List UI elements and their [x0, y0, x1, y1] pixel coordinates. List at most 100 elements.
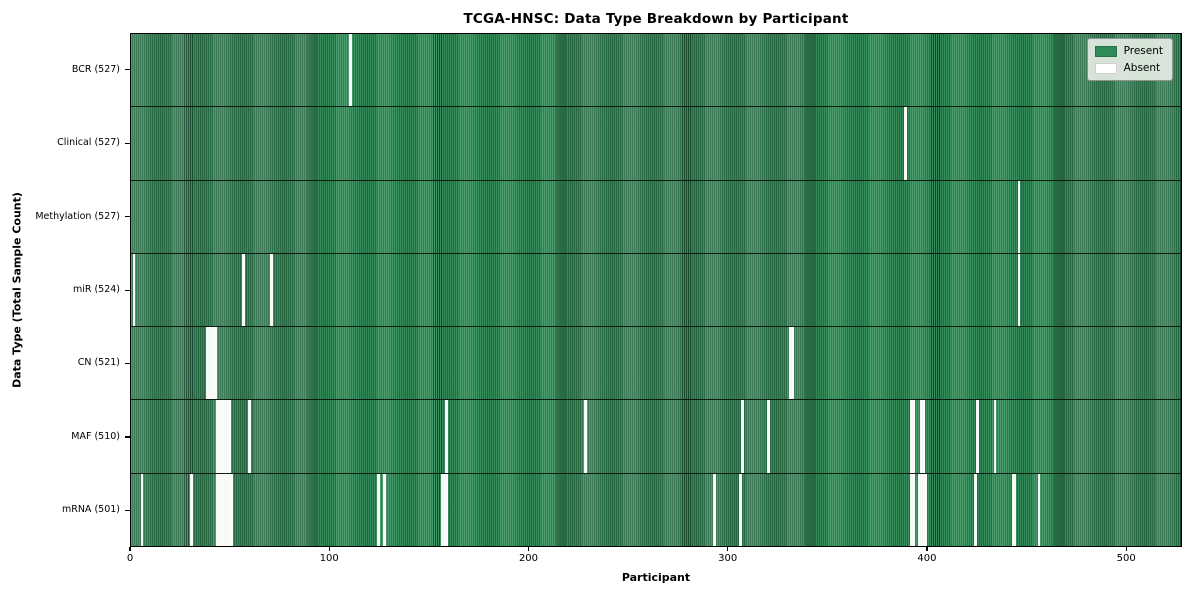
- y-tick-label-MAF: MAF (510): [71, 430, 120, 442]
- absent-marker: [993, 400, 997, 473]
- y-tick-mark: [125, 436, 130, 438]
- absent-marker: [212, 327, 215, 400]
- y-tick-mark: [125, 289, 130, 291]
- x-tick-mark: [1125, 547, 1127, 551]
- absent-marker: [920, 400, 923, 473]
- y-tick-label-CN: CN (521): [77, 357, 120, 369]
- absent-marker: [214, 327, 217, 400]
- absent-marker: [975, 400, 979, 473]
- heatmap-row-mRNA: [131, 472, 1181, 546]
- heatmap-row-miR: [131, 252, 1181, 327]
- heatmap-row-BCR: [131, 34, 1181, 107]
- absent-marker: [922, 400, 925, 473]
- y-tick-label-Methylation: Methylation (527): [35, 210, 120, 222]
- absent-marker: [224, 473, 227, 546]
- absent-marker: [222, 400, 225, 473]
- heatmap-rows: [131, 34, 1181, 546]
- absent-marker: [1013, 473, 1017, 546]
- heatmap-row-Clinical: [131, 106, 1181, 180]
- y-tick-label-mRNA: mRNA (501): [61, 504, 120, 516]
- absent-marker: [973, 473, 977, 546]
- absent-marker: [140, 473, 144, 546]
- absent-marker: [922, 473, 925, 546]
- absent-marker: [910, 400, 913, 473]
- absent-marker: [222, 473, 225, 546]
- absent-marker: [218, 400, 221, 473]
- y-tick-label-miR: miR (524): [72, 284, 120, 295]
- absent-marker: [444, 400, 448, 473]
- absent-marker: [210, 327, 213, 400]
- heatmap-row-Methylation: [131, 179, 1181, 253]
- absent-marker: [349, 34, 353, 107]
- absent-marker: [767, 400, 770, 473]
- absent-marker: [226, 473, 229, 546]
- absent-marker: [1017, 253, 1021, 327]
- chart-title: TCGA-HNSC: Data Type Breakdown by Partic…: [463, 11, 849, 27]
- absent-marker: [910, 473, 913, 546]
- absent-marker: [442, 473, 446, 546]
- absent-marker: [790, 327, 794, 400]
- absent-marker: [269, 253, 273, 327]
- absent-marker: [584, 400, 587, 473]
- absent-marker: [924, 473, 927, 546]
- x-tick-mark: [926, 547, 928, 551]
- y-tick-mark: [125, 362, 130, 365]
- absent-marker: [206, 327, 209, 400]
- absent-marker: [444, 473, 448, 546]
- absent-marker: [912, 400, 915, 473]
- heatmap-row-MAF: [131, 399, 1181, 473]
- absent-marker: [228, 400, 231, 473]
- absent-marker: [208, 327, 211, 400]
- absent-marker: [190, 473, 194, 546]
- legend-label-absent: Absent: [1123, 62, 1161, 74]
- x-tick-label-0: 0: [126, 553, 134, 564]
- absent-marker: [132, 253, 136, 327]
- absent-marker: [220, 473, 223, 546]
- x-tick-mark: [527, 547, 530, 551]
- absent-marker: [248, 400, 251, 473]
- absent-marker: [440, 473, 444, 546]
- legend-item-present: Present: [1094, 45, 1163, 57]
- x-tick-label-100: 100: [319, 553, 339, 564]
- x-tick-label-500: 500: [1116, 553, 1136, 564]
- legend-label-present: Present: [1123, 45, 1163, 57]
- y-tick-mark: [125, 69, 130, 71]
- absent-marker: [383, 473, 386, 546]
- heatmap-row-CN: [131, 326, 1181, 400]
- absent-marker: [904, 107, 907, 180]
- absent-marker: [216, 400, 219, 473]
- absent-marker: [1037, 473, 1041, 546]
- absent-marker: [218, 473, 221, 546]
- x-tick-label-300: 300: [718, 553, 738, 564]
- legend-item-absent: Absent: [1094, 62, 1163, 74]
- absent-marker: [242, 253, 245, 327]
- x-tick-label-400: 400: [917, 553, 937, 564]
- x-tick-mark: [727, 547, 729, 551]
- absent-swatch-icon: [1094, 62, 1117, 74]
- absent-marker: [216, 473, 219, 546]
- absent-marker: [788, 327, 792, 400]
- legend: Present Absent: [1086, 38, 1173, 81]
- y-tick-mark: [125, 216, 130, 218]
- y-tick-mark: [125, 142, 130, 144]
- absent-marker: [226, 400, 229, 473]
- absent-marker: [912, 473, 915, 546]
- x-axis-label: Participant: [621, 571, 691, 584]
- x-tick-mark: [328, 547, 330, 551]
- y-tick-label-Clinical: Clinical (527): [57, 137, 120, 149]
- y-tick-label-BCR: BCR (527): [71, 63, 120, 75]
- absent-marker: [377, 473, 380, 546]
- absent-marker: [228, 473, 231, 546]
- absent-marker: [1017, 180, 1021, 253]
- x-tick-label-200: 200: [518, 553, 539, 564]
- absent-marker: [220, 400, 223, 473]
- absent-marker: [741, 400, 744, 473]
- present-swatch-icon: [1094, 45, 1117, 57]
- plot-area: [130, 33, 1182, 547]
- y-tick-mark: [125, 509, 130, 511]
- absent-marker: [1011, 473, 1015, 546]
- absent-marker: [920, 473, 923, 546]
- absent-marker: [230, 473, 233, 546]
- absent-marker: [739, 473, 742, 546]
- absent-marker: [918, 473, 921, 546]
